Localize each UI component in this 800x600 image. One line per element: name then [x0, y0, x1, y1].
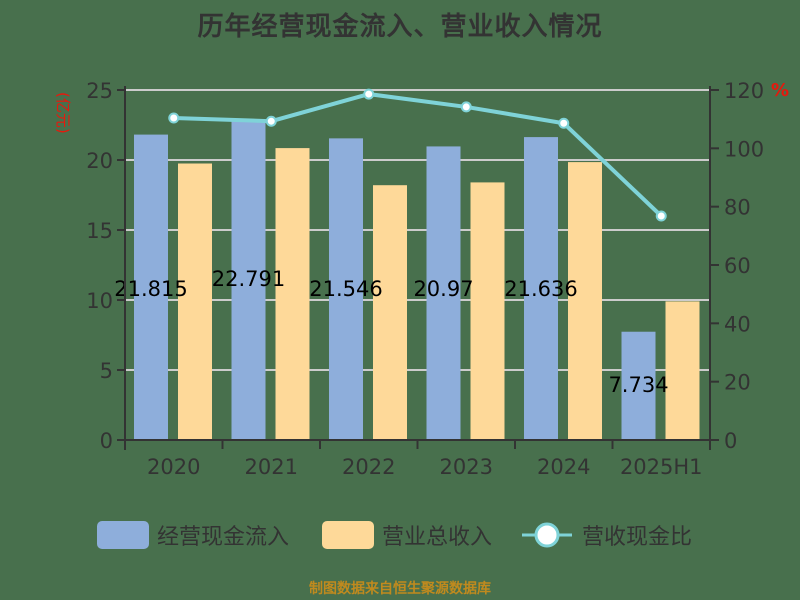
legend-label: 营收现金比	[582, 525, 692, 550]
ratio-point	[363, 88, 375, 100]
legend-label: 营业总收入	[382, 525, 492, 550]
left-tick-label: 20	[86, 149, 113, 173]
left-tick-label: 10	[86, 289, 113, 313]
axes: 0 5 10 15 20 25 0 20 40 60 80 100 120 2020 2021 2022 202…	[54, 79, 789, 479]
chart-title: 历年经营现金流入、营业收入情况	[197, 12, 603, 42]
bar-revenue	[373, 185, 407, 440]
left-axis-unit: (亿元)	[54, 92, 72, 134]
right-tick-label: 40	[724, 312, 751, 336]
left-tick-label: 25	[86, 79, 113, 103]
data-label: 22.791	[212, 267, 285, 291]
grid-lines	[125, 89, 710, 371]
bar-revenue	[568, 162, 602, 440]
right-tick-label: 0	[724, 429, 737, 453]
data-label: 21.636	[504, 277, 577, 301]
left-tick-label: 5	[100, 359, 113, 383]
legend: 经营现金流入 营业总收入 营收现金比	[97, 521, 692, 550]
bar-cash-inflow	[329, 138, 363, 440]
right-axis-unit: %	[771, 80, 789, 101]
legend-swatch-cash-inflow	[97, 521, 149, 549]
left-tick-label: 0	[100, 429, 113, 453]
bar-cash-inflow	[621, 331, 656, 440]
ratio-point	[655, 210, 667, 222]
ratio-point	[558, 117, 570, 129]
x-tick-label: 2025H1	[620, 455, 703, 479]
ratio-point	[460, 101, 472, 113]
ratio-line	[173, 92, 663, 218]
legend-swatch-revenue	[322, 521, 374, 549]
legend-marker-icon	[534, 522, 560, 548]
ratio-point	[168, 112, 180, 124]
bar-cash-inflow	[134, 134, 168, 440]
right-tick-label: 80	[724, 196, 751, 220]
data-labels: 21.815 22.791 21.546 20.97 21.636 7.734	[114, 267, 668, 397]
left-tick-label: 15	[86, 219, 113, 243]
x-tick-label: 2022	[342, 455, 395, 479]
data-label: 7.734	[608, 373, 668, 397]
bar-series	[134, 120, 700, 441]
line-series	[168, 88, 667, 222]
bar-revenue	[275, 148, 310, 440]
bar-revenue	[470, 182, 505, 440]
legend-label: 经营现金流入	[157, 525, 289, 550]
x-tick-label: 2020	[147, 455, 200, 479]
right-tick-label: 120	[724, 79, 764, 103]
bar-cash-inflow	[524, 137, 558, 440]
right-tick-label: 20	[724, 371, 751, 395]
ratio-point	[265, 115, 277, 127]
x-tick-label: 2021	[245, 455, 298, 479]
bar-revenue	[178, 163, 212, 440]
bar-cash-inflow	[426, 146, 461, 441]
bar-cash-inflow	[231, 120, 266, 441]
source-footer: 制图数据来自恒生聚源数据库	[309, 581, 491, 597]
right-tick-label: 60	[724, 254, 751, 278]
x-tick-label: 2023	[440, 455, 493, 479]
right-tick-label: 100	[724, 137, 764, 161]
bar-revenue	[665, 301, 700, 440]
x-tick-label: 2024	[537, 455, 590, 479]
data-label: 21.546	[309, 277, 382, 301]
data-label: 21.815	[114, 277, 187, 301]
data-label: 20.97	[413, 277, 473, 301]
